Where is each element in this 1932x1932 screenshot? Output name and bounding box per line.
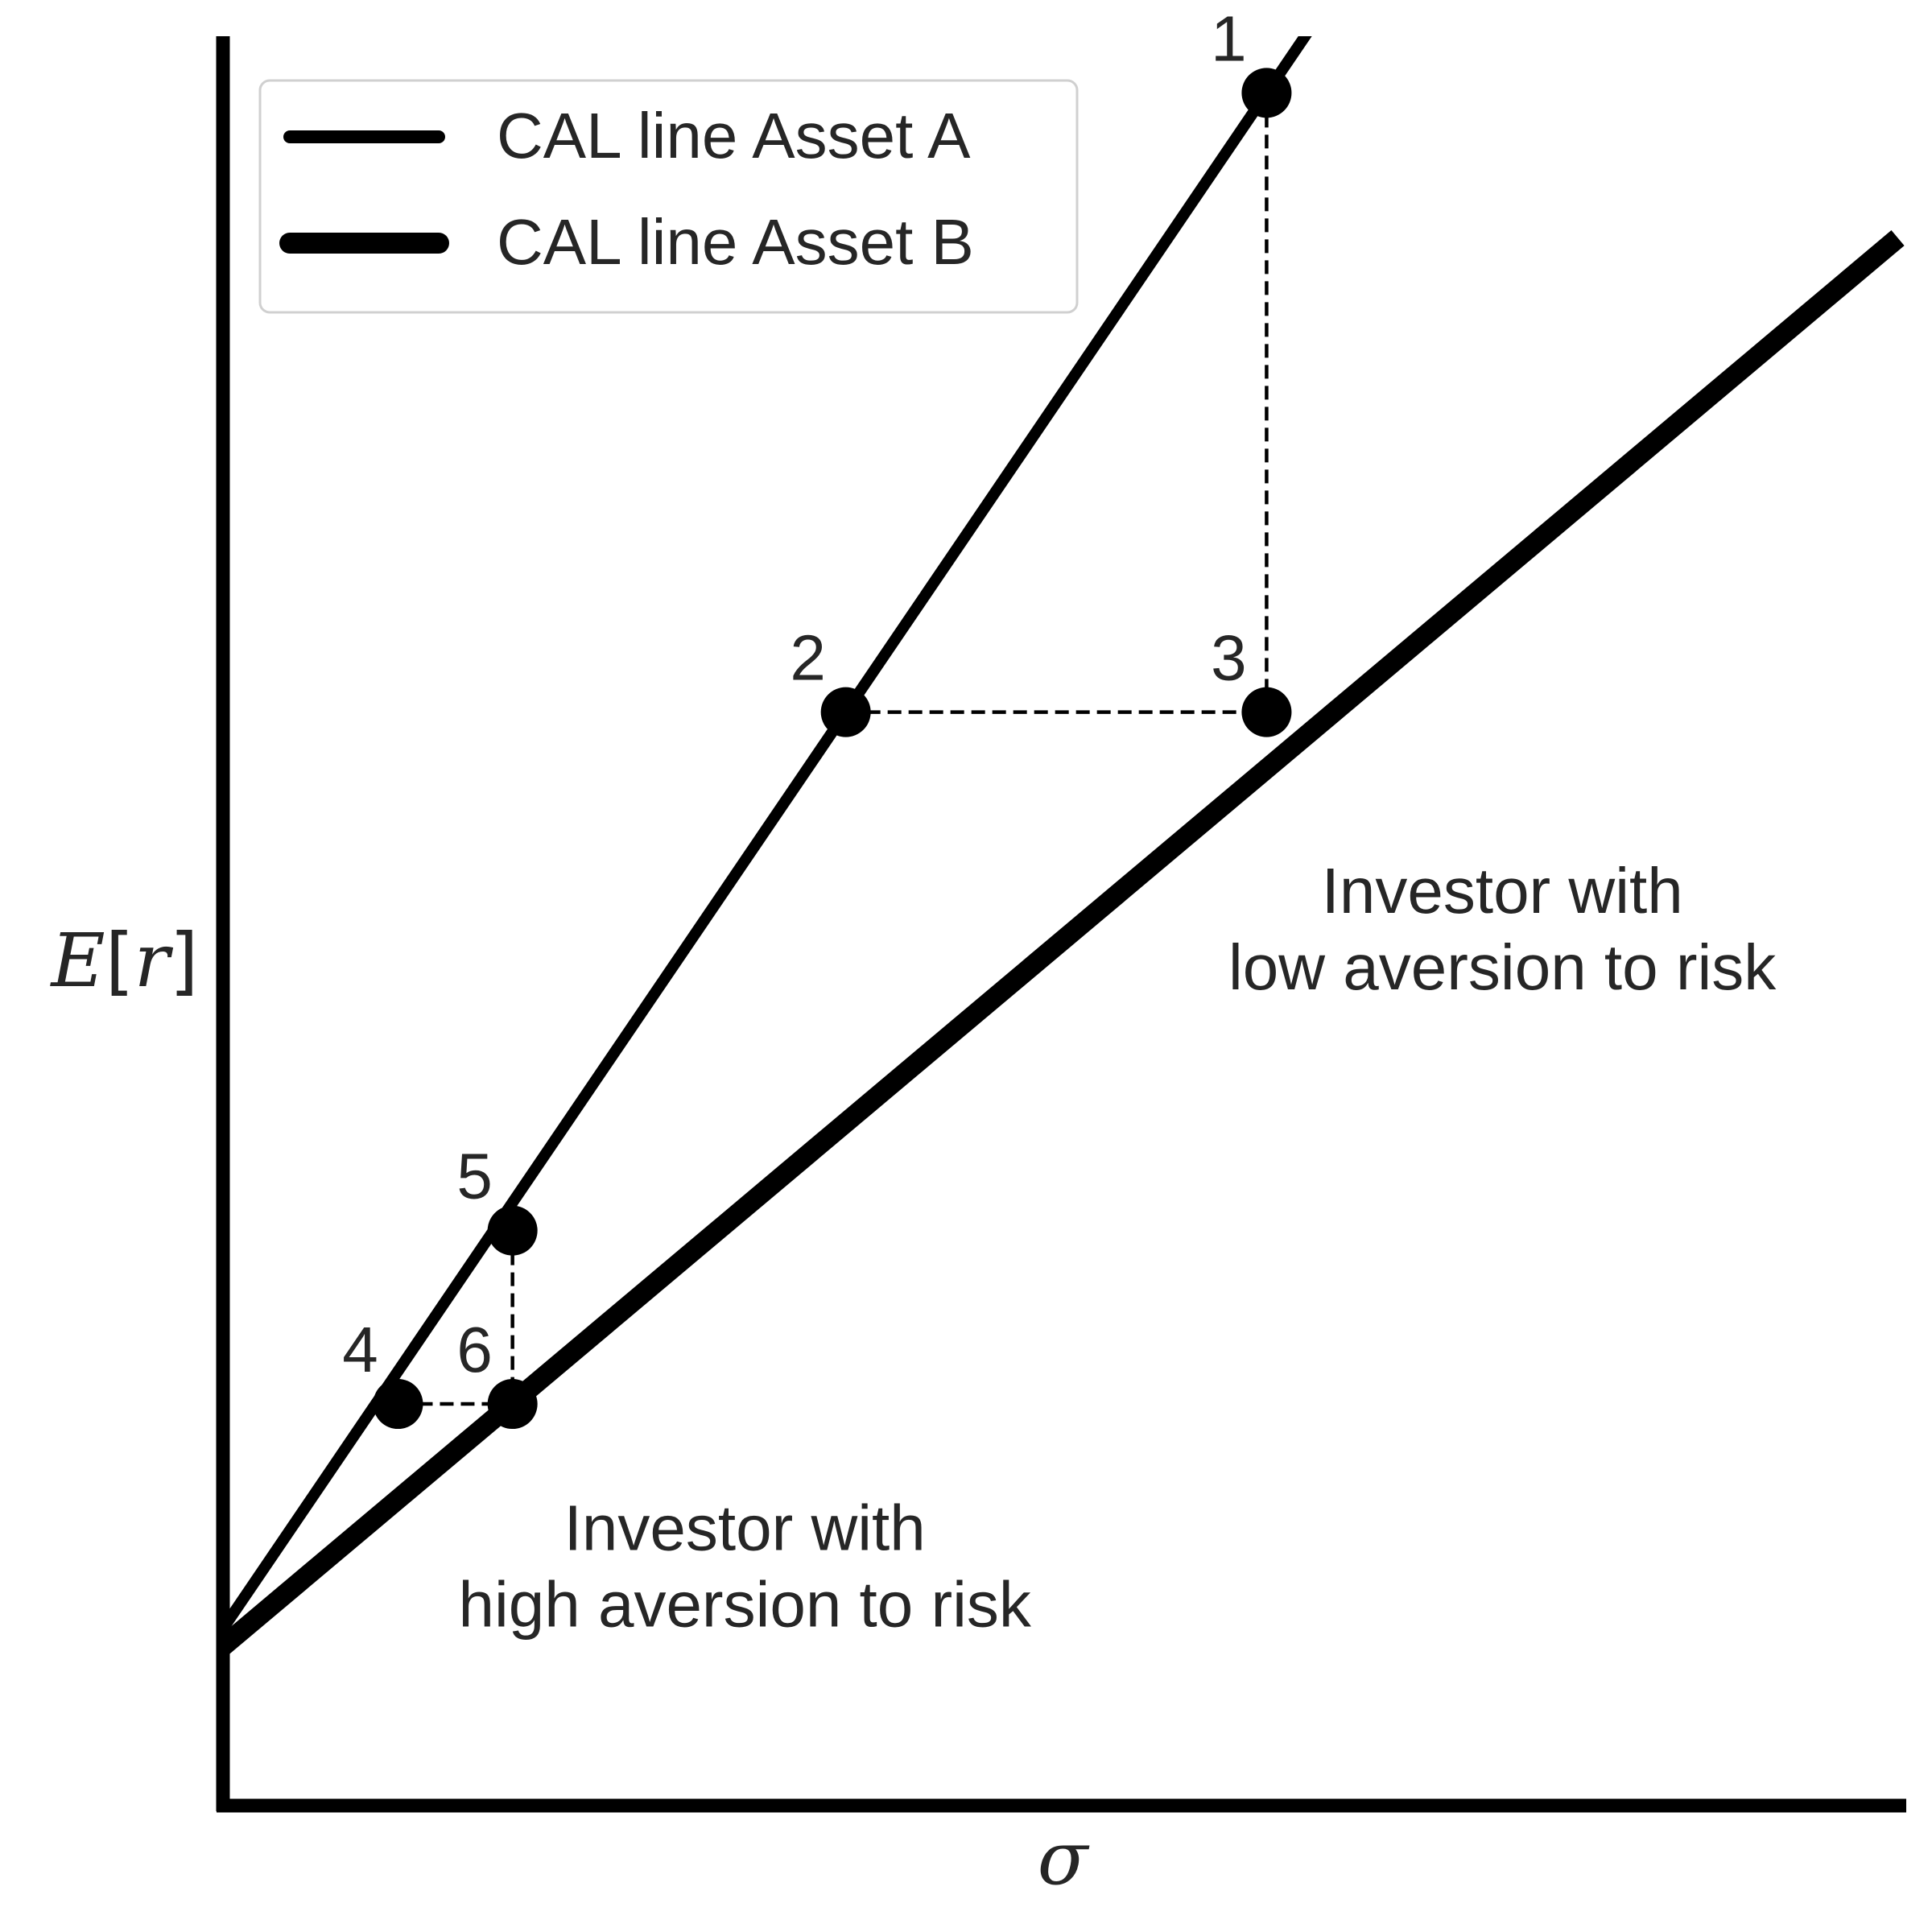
point-label-4: 4 xyxy=(342,1314,378,1385)
annotation-low-aversion: Investor with low aversion to risk xyxy=(1228,855,1777,1003)
data-points: 1 2 3 4 5 6 xyxy=(342,2,1292,1430)
point-label-3: 3 xyxy=(1211,622,1247,694)
point-label-1: 1 xyxy=(1211,2,1247,74)
point-5 xyxy=(487,1205,538,1256)
point-6 xyxy=(487,1379,538,1430)
y-axis-label: E[r] xyxy=(50,918,199,1004)
point-1 xyxy=(1241,68,1292,118)
point-2 xyxy=(820,687,871,737)
point-label-2: 2 xyxy=(790,622,826,694)
point-3 xyxy=(1241,687,1292,737)
x-axis-label: σ xyxy=(1038,1815,1090,1901)
legend-frame xyxy=(258,79,1079,314)
legend-label-asset-b: CAL line Asset B xyxy=(497,206,974,278)
annotations: Investor with low aversion to risk Investo… xyxy=(458,855,1777,1640)
point-4 xyxy=(373,1379,423,1430)
point-label-5: 5 xyxy=(456,1141,493,1212)
cal-line-asset-a xyxy=(223,36,1312,1633)
legend-label-asset-a: CAL line Asset A xyxy=(497,100,971,171)
annotation-high-aversion: Investor with high aversion to risk xyxy=(458,1492,1031,1640)
legend: CAL line Asset A CAL line Asset B xyxy=(258,79,1079,314)
point-label-6: 6 xyxy=(456,1314,493,1385)
